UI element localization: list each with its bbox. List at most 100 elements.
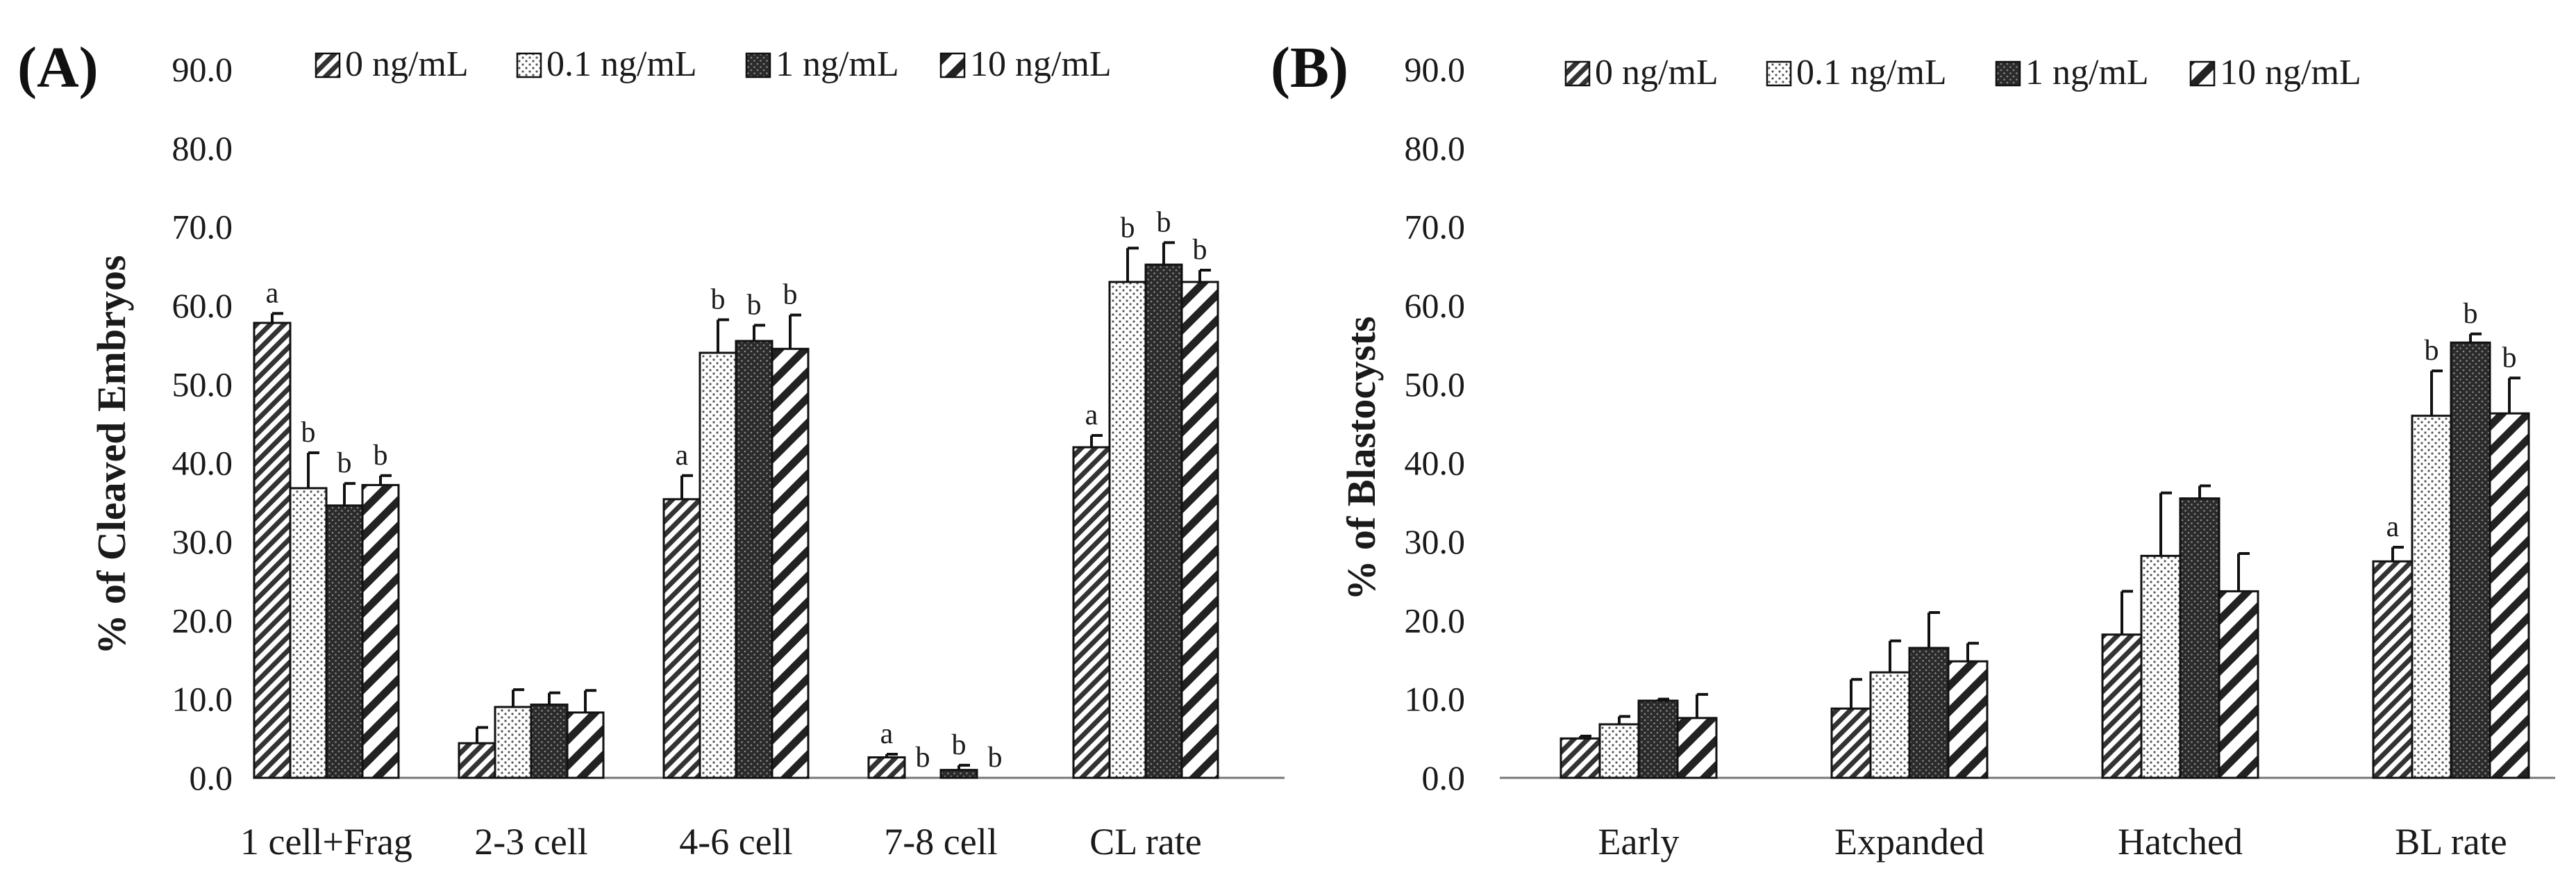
bar xyxy=(2489,412,2530,779)
category-label: BL rate xyxy=(2395,821,2507,863)
category-label: 7-8 cell xyxy=(884,821,997,863)
category-label: 4-6 cell xyxy=(679,821,792,863)
legend-label: 1 ng/mL xyxy=(776,44,899,84)
bar xyxy=(1559,737,1601,779)
bar xyxy=(699,351,737,779)
significance-label: b xyxy=(301,417,316,449)
legend-label: 1 ng/mL xyxy=(2025,53,2149,92)
y-tick-label: 30.0 xyxy=(172,522,233,561)
bar xyxy=(939,769,978,779)
significance-label: a xyxy=(880,718,894,750)
significance-label: b xyxy=(1121,212,1135,244)
bar xyxy=(2450,341,2491,779)
y-tick-label: 20.0 xyxy=(172,601,233,640)
panel-a-legend: 0 ng/mL 0.1 ng/mL 1 ng/mL 10 ng/mL xyxy=(315,44,1112,84)
panel-a-y-ticks: 0.0 10.0 20.0 30.0 40.0 50.0 60.0 70.0 80.0 90.0 xyxy=(172,50,233,797)
legend-swatch xyxy=(1995,60,2021,87)
y-tick-label: 0.0 xyxy=(190,758,233,797)
y-tick-label: 70.0 xyxy=(1405,208,1466,247)
bar xyxy=(2218,590,2259,779)
panel-a-label: (A) xyxy=(17,35,99,100)
panel-b-y-axis-title: % of Blastocysts xyxy=(1339,316,1384,600)
bar xyxy=(771,347,810,779)
bar xyxy=(325,504,364,779)
y-tick-label: 90.0 xyxy=(172,50,233,89)
significance-label: b xyxy=(988,742,1003,774)
significance-label: b xyxy=(711,283,726,315)
bar xyxy=(1869,671,1911,779)
bar xyxy=(458,742,496,779)
panel-b-legend: 0 ng/mL 0.1 ng/mL 1 ng/mL 10 ng/mL xyxy=(1564,53,2361,92)
bar xyxy=(1637,699,1679,779)
bar xyxy=(530,704,569,779)
y-tick-label: 10.0 xyxy=(172,680,233,719)
bar xyxy=(2372,560,2414,779)
bar xyxy=(1676,717,1718,779)
legend-swatch xyxy=(745,52,771,78)
significance-label: b xyxy=(337,447,352,479)
significance-label: b xyxy=(2464,298,2478,330)
significance-label: b xyxy=(1157,206,1171,238)
panel-a: (A) % of Cleaved Embryos 0.0 10.0 20.0 30.0… xyxy=(17,35,1285,863)
bar xyxy=(1947,660,1989,779)
significance-label: a xyxy=(1085,399,1098,431)
y-tick-label: 50.0 xyxy=(1405,365,1466,403)
y-tick-label: 10.0 xyxy=(1405,680,1466,719)
significance-label: b xyxy=(2425,335,2439,367)
y-tick-label: 80.0 xyxy=(172,128,233,167)
bar xyxy=(289,487,328,779)
legend-swatch xyxy=(1766,60,1792,87)
y-tick-label: 30.0 xyxy=(1405,522,1466,561)
y-tick-label: 70.0 xyxy=(172,208,233,247)
significance-label: b xyxy=(747,289,762,321)
bar xyxy=(253,322,292,779)
category-label: Hatched xyxy=(2118,821,2243,863)
legend-swatch xyxy=(1564,60,1591,87)
legend-label: 0 ng/mL xyxy=(345,44,469,84)
bar xyxy=(361,483,400,779)
significance-label: b xyxy=(916,742,930,774)
y-tick-label: 60.0 xyxy=(172,286,233,325)
category-label: Expanded xyxy=(1834,821,1984,863)
significance-label: a xyxy=(266,277,279,309)
legend-swatch xyxy=(939,52,966,78)
bar xyxy=(1144,263,1183,779)
significance-label: a xyxy=(676,440,689,472)
bar xyxy=(1108,281,1147,779)
significance-label: a xyxy=(2386,511,2400,543)
legend-swatch xyxy=(315,52,341,78)
legend-label: 10 ng/mL xyxy=(2220,53,2361,92)
bar xyxy=(566,711,605,779)
y-tick-label: 90.0 xyxy=(1405,50,1466,89)
y-tick-label: 20.0 xyxy=(1405,601,1466,640)
bar xyxy=(494,706,533,779)
panel-a-y-axis-title: % of Cleaved Embryos xyxy=(89,255,134,654)
legend-label: 0.1 ng/mL xyxy=(546,44,697,84)
bar xyxy=(1180,281,1219,779)
panel-b: (B) % of Blastocysts 0.0 10.0 20.0 30.0 40.0… xyxy=(1271,35,2555,863)
panel-b-label: (B) xyxy=(1271,35,1348,100)
y-tick-label: 60.0 xyxy=(1405,286,1466,325)
panel-b-y-ticks: 0.0 10.0 20.0 30.0 40.0 50.0 60.0 70.0 80.0 90.0 xyxy=(1405,50,1466,797)
y-tick-label: 40.0 xyxy=(172,444,233,483)
bar xyxy=(1072,446,1111,779)
y-tick-label: 40.0 xyxy=(1405,444,1466,483)
bar xyxy=(735,340,773,779)
category-label: 2-3 cell xyxy=(474,821,587,863)
bar xyxy=(1830,707,1872,779)
panel-b-categories: Early Expanded Hatched BL rate xyxy=(1598,821,2507,863)
bar xyxy=(662,498,701,779)
legend-swatch xyxy=(2189,60,2216,87)
significance-label: b xyxy=(952,729,967,761)
legend-label: 10 ng/mL xyxy=(970,44,1112,84)
category-label: Early xyxy=(1598,821,1680,863)
y-tick-label: 0.0 xyxy=(1422,758,1466,797)
bar xyxy=(2140,554,2182,779)
y-tick-label: 50.0 xyxy=(172,365,233,403)
significance-label: b xyxy=(1193,234,1207,266)
bar xyxy=(2179,497,2220,779)
bar xyxy=(2101,633,2143,779)
